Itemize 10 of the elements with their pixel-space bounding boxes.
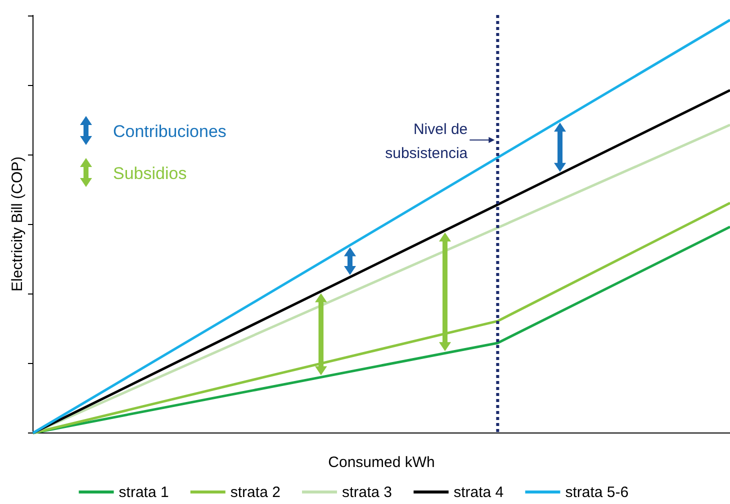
x-axis-title: Consumed kWh [328, 454, 435, 471]
y-axis-title: Electricity Bill (COP) [9, 156, 26, 292]
legend-label: strata 5-6 [565, 484, 629, 501]
legend-label: strata 1 [118, 484, 169, 501]
legend-label: strata 4 [454, 484, 504, 501]
annotation: Subsidios [113, 164, 187, 183]
legend-label: strata 3 [342, 484, 392, 501]
annotation: Contribuciones [113, 122, 226, 141]
text: Nivel de subsistencia [385, 121, 468, 162]
legend-label: strata 2 [230, 484, 280, 501]
